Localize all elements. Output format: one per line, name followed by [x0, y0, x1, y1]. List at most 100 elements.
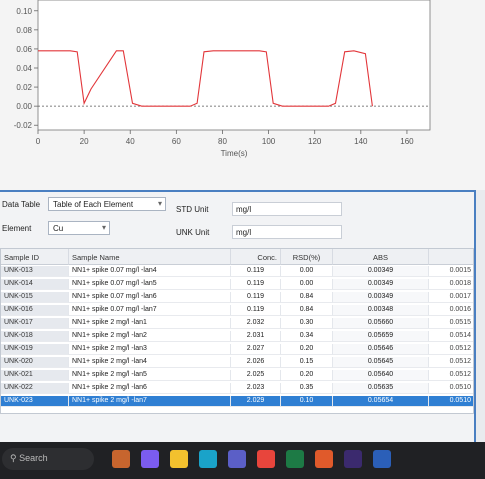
cell-extra: 0.0512	[429, 370, 473, 381]
cell-extra: 0.0510	[429, 396, 473, 407]
cell-rsd: 0.34	[281, 331, 333, 342]
y-tick-label: -0.02	[14, 121, 33, 130]
col-header-sample-id[interactable]: Sample ID	[1, 249, 69, 265]
cell-conc: 2.029	[231, 396, 281, 407]
cell-id: UNK-019	[1, 344, 69, 355]
col-header-extra[interactable]	[429, 249, 473, 265]
y-tick-label: 0.10	[16, 7, 32, 16]
cell-extra: 0.0510	[429, 383, 473, 394]
x-tick-label: 0	[36, 137, 41, 146]
excel-icon[interactable]	[286, 450, 304, 468]
cell-conc: 2.025	[231, 370, 281, 381]
cell-name: NN1+ spike 0.07 mg/l -lan4	[69, 266, 231, 277]
cell-id: UNK-023	[1, 396, 69, 407]
chevron-down-icon: ▾	[157, 199, 162, 208]
cell-abs: 0.00348	[333, 305, 429, 316]
search-placeholder: Search	[19, 453, 48, 463]
std-unit-value: mg/l	[236, 205, 252, 214]
cell-name: NN1+ spike 2 mg/l -lan7	[69, 396, 231, 407]
table-row[interactable]: UNK-016 NN1+ spike 0.07 mg/l -lan7 0.119 0.…	[1, 305, 473, 316]
std-unit-label: STD Unit	[176, 205, 209, 214]
cell-name: NN1+ spike 2 mg/l -lan6	[69, 383, 231, 394]
cell-name: NN1+ spike 0.07 mg/l -lan6	[69, 292, 231, 303]
cell-name: NN1+ spike 2 mg/l -lan5	[69, 370, 231, 381]
cell-extra: 0.0512	[429, 344, 473, 355]
cell-conc: 0.119	[231, 292, 281, 303]
cell-abs: 0.05646	[333, 344, 429, 355]
taskbar-search[interactable]: ⚲ Search	[2, 448, 94, 470]
cell-conc: 0.119	[231, 305, 281, 316]
copilot-icon[interactable]	[141, 450, 159, 468]
cell-conc: 0.119	[231, 279, 281, 290]
x-axis-label: Time(s)	[221, 149, 248, 158]
cell-conc: 2.032	[231, 318, 281, 329]
table-row[interactable]: UNK-015 NN1+ spike 0.07 mg/l -lan6 0.119 0.…	[1, 292, 473, 303]
std-unit-field[interactable]: mg/l	[232, 202, 342, 216]
teams-icon[interactable]	[228, 450, 246, 468]
data-table-select-value: Table of Each Element	[53, 200, 134, 209]
cell-rsd: 0.30	[281, 318, 333, 329]
element-select[interactable]: Cu ▾	[48, 221, 110, 235]
cell-abs: 0.05635	[333, 383, 429, 394]
cell-abs: 0.05640	[333, 370, 429, 381]
cell-extra: 0.0015	[429, 266, 473, 277]
word-icon[interactable]	[373, 450, 391, 468]
signal-chart: 0.10 0.08 0.06 0.04 0.02 0.00 -0.020 20 40 60 80 10…	[14, 0, 431, 158]
cell-rsd: 0.10	[281, 396, 333, 407]
chevron-down-icon: ▾	[101, 223, 106, 232]
cell-id: UNK-017	[1, 318, 69, 329]
cell-id: UNK-021	[1, 370, 69, 381]
table-row[interactable]: UNK-014 NN1+ spike 0.07 mg/l -lan5 0.119 0.…	[1, 279, 473, 290]
cell-abs: 0.05645	[333, 357, 429, 368]
table-row[interactable]: UNK-021 NN1+ spike 2 mg/l -lan5 2.025 0.20 0…	[1, 370, 473, 381]
cell-extra: 0.0514	[429, 331, 473, 342]
data-table-select[interactable]: Table of Each Element ▾	[48, 197, 166, 211]
cell-rsd: 0.00	[281, 279, 333, 290]
cell-name: NN1+ spike 2 mg/l -lan4	[69, 357, 231, 368]
y-tick-label: 0.00	[16, 102, 32, 111]
col-header-abs[interactable]: ABS	[333, 249, 429, 265]
cell-extra: 0.0017	[429, 292, 473, 303]
unk-unit-field[interactable]: mg/l	[232, 225, 342, 239]
table-row[interactable]: UNK-013 NN1+ spike 0.07 mg/l -lan4 0.119 0.…	[1, 266, 473, 277]
cell-abs: 0.00349	[333, 292, 429, 303]
cell-extra: 0.0016	[429, 305, 473, 316]
edge-icon[interactable]	[199, 450, 217, 468]
unk-unit-value: mg/l	[236, 228, 252, 237]
col-header-rsd[interactable]: RSD(%)	[281, 249, 333, 265]
table-row[interactable]: UNK-017 NN1+ spike 2 mg/l -lan1 2.032 0.30 0…	[1, 318, 473, 329]
cell-abs: 0.00349	[333, 266, 429, 277]
app-icon[interactable]	[344, 450, 362, 468]
cell-name: NN1+ spike 2 mg/l -lan3	[69, 344, 231, 355]
cell-id: UNK-020	[1, 357, 69, 368]
x-tick-label: 160	[400, 137, 414, 146]
snipping-icon[interactable]	[315, 450, 333, 468]
results-dialog: Data Table Table of Each Element ▾ Eleme…	[0, 190, 476, 442]
file-explorer-icon[interactable]	[170, 450, 188, 468]
cell-conc: 2.023	[231, 383, 281, 394]
cell-id: UNK-016	[1, 305, 69, 316]
cell-id: UNK-013	[1, 266, 69, 277]
data-table-label: Data Table	[2, 200, 41, 209]
table-row[interactable]: UNK-019 NN1+ spike 2 mg/l -lan3 2.027 0.20 0…	[1, 344, 473, 355]
col-header-conc[interactable]: Conc.	[231, 249, 281, 265]
table-row[interactable]: UNK-023 NN1+ spike 2 mg/l -lan7 2.029 0.10 0…	[1, 396, 473, 407]
cell-name: NN1+ spike 0.07 mg/l -lan5	[69, 279, 231, 290]
signal-chart-panel: 0.10 0.08 0.06 0.04 0.02 0.00 -0.02 0 20 40 60 80 10…	[0, 0, 485, 190]
search-icon: ⚲	[10, 453, 17, 463]
cell-rsd: 0.84	[281, 292, 333, 303]
chrome-icon[interactable]	[257, 450, 275, 468]
table-row[interactable]: UNK-022 NN1+ spike 2 mg/l -lan6 2.023 0.35 0…	[1, 383, 473, 394]
y-tick-label: 0.08	[16, 26, 32, 35]
widgets-icon[interactable]	[112, 450, 130, 468]
cell-abs: 0.05654	[333, 396, 429, 407]
element-label: Element	[2, 224, 32, 233]
results-table: Sample ID Sample Name Conc. RSD(%) ABS U…	[0, 248, 474, 414]
cell-abs: 0.05659	[333, 331, 429, 342]
table-row[interactable]: UNK-018 NN1+ spike 2 mg/l -lan2 2.031 0.34 0…	[1, 331, 473, 342]
col-header-sample-name[interactable]: Sample Name	[69, 249, 231, 265]
table-row[interactable]: UNK-020 NN1+ spike 2 mg/l -lan4 2.026 0.15 0…	[1, 357, 473, 368]
cell-rsd: 0.35	[281, 383, 333, 394]
x-tick-label: 100	[262, 137, 276, 146]
